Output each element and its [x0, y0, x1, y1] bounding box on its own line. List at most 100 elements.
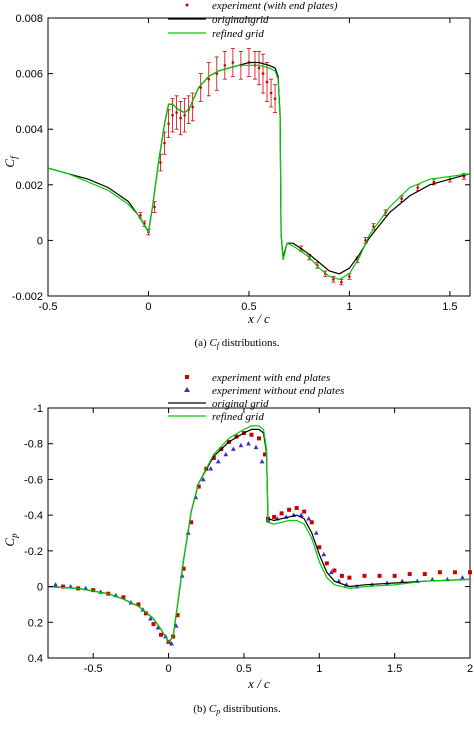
cp-caption: (b) Cp distributions.: [193, 703, 281, 716]
cf-series: [47, 48, 471, 286]
data-point: [163, 141, 166, 145]
data-point: [273, 97, 277, 100]
y-tick-label: 0: [37, 235, 43, 247]
legend-label: refined grid: [212, 28, 264, 40]
data-point: [231, 61, 235, 64]
data-point: [151, 622, 156, 627]
y-tick-label: -0.2: [24, 546, 43, 558]
data-point: [317, 545, 322, 550]
data-point: [263, 452, 268, 457]
y-tick-label: 0.4: [28, 653, 43, 665]
cp-caption-subscript: p: [215, 707, 220, 716]
data-point: [302, 509, 307, 514]
legend-item: experiment with end plates: [185, 372, 330, 384]
legend-item: experiment without end plates: [184, 385, 344, 397]
data-point: [200, 476, 206, 482]
data-point: [339, 573, 344, 578]
cp-caption-suffix: distributions.: [220, 703, 281, 715]
data-point: [159, 632, 164, 637]
x-tick-label: 1: [316, 663, 322, 675]
data-point: [91, 588, 96, 593]
data-point: [468, 570, 472, 575]
data-point: [437, 570, 442, 575]
series-2: [47, 64, 471, 280]
data-point: [238, 442, 244, 448]
series-line: [47, 428, 471, 643]
data-point: [175, 613, 180, 618]
legend-item: experiment (with end plates): [185, 0, 338, 12]
x-tick-label: -0.5: [84, 663, 103, 675]
data-point: [246, 441, 251, 446]
cp-plot-frame: [47, 407, 471, 659]
legend-label: refined grid: [212, 411, 264, 423]
data-point: [136, 602, 141, 607]
data-point: [392, 573, 397, 578]
data-point: [259, 458, 265, 464]
data-point: [372, 225, 375, 228]
cp-series: [47, 425, 472, 646]
data-point: [279, 511, 284, 516]
y-tick-label: -0.002: [12, 291, 43, 303]
y-tick-label: 0.004: [15, 124, 43, 136]
data-point: [294, 506, 299, 510]
data-point: [348, 275, 351, 278]
legend-label: original grid: [212, 398, 269, 410]
cf-ticks: -0.5 0 0.5 1 1.5 -0.002 0 0.002 0.004 0.006 0.008: [12, 13, 470, 313]
data-point: [429, 576, 435, 582]
data-point: [309, 520, 314, 525]
y-tick-label: -0.8: [24, 439, 43, 451]
data-point: [215, 458, 221, 464]
cf-caption-subscript: f: [217, 341, 221, 350]
cf-y-axis-label: Cf: [2, 155, 19, 168]
data-point: [223, 451, 229, 457]
cf-caption-suffix: distributions.: [219, 337, 280, 349]
y-tick-label: 0.008: [15, 13, 43, 25]
data-point: [143, 611, 148, 616]
data-point: [179, 116, 182, 120]
series-1: [47, 61, 471, 275]
y-tick-label: 0.002: [15, 180, 43, 192]
legend-item: refined grid: [168, 28, 264, 40]
cf-chart: -0.5 0 0.5 1 1.5-0.00200.0020.0040.0060.008 …: [2, 0, 471, 350]
cp-x-axis-label: x / c: [247, 676, 270, 691]
cf-x-axis-label: x / c: [247, 311, 270, 326]
cp-y-axis-label: Cp: [2, 533, 19, 547]
data-point: [324, 561, 329, 566]
legend-item: original grid: [168, 398, 269, 410]
data-point: [452, 570, 457, 575]
data-point: [306, 516, 312, 521]
series-3: [47, 425, 471, 643]
data-point: [155, 625, 161, 630]
y-tick-label: -0.6: [24, 474, 43, 486]
x-tick-label: 1.5: [442, 301, 457, 313]
legend-label: experiment (with end plates): [212, 0, 338, 12]
legend-swatch: [185, 3, 189, 7]
data-point: [153, 205, 156, 209]
legend-label: experiment with end plates: [212, 372, 330, 384]
data-point: [230, 446, 236, 451]
x-tick-label: 0.5: [236, 663, 251, 675]
data-point: [416, 186, 420, 189]
data-point: [432, 180, 436, 184]
data-point: [269, 91, 273, 95]
data-point: [332, 568, 337, 573]
x-tick-label: 2: [467, 663, 473, 675]
data-point: [167, 122, 170, 125]
data-point: [234, 434, 239, 439]
data-point: [400, 197, 403, 200]
data-point: [253, 444, 259, 450]
data-point: [287, 507, 292, 512]
data-point: [321, 551, 327, 557]
cf-caption: (a) Cf distributions.: [194, 337, 279, 350]
data-point: [148, 616, 153, 621]
y-tick-label: 0.2: [28, 617, 43, 629]
data-point: [121, 595, 126, 600]
cf-caption-prefix: (a): [194, 337, 209, 349]
x-tick-label: -0.5: [39, 301, 58, 313]
data-point: [139, 214, 142, 217]
legend-item: original grid: [168, 14, 269, 26]
x-tick-label: 0.5: [241, 301, 256, 313]
cf-y-axis-label-sub: f: [9, 155, 19, 159]
series-1: [53, 441, 465, 646]
series-line: [47, 64, 471, 280]
